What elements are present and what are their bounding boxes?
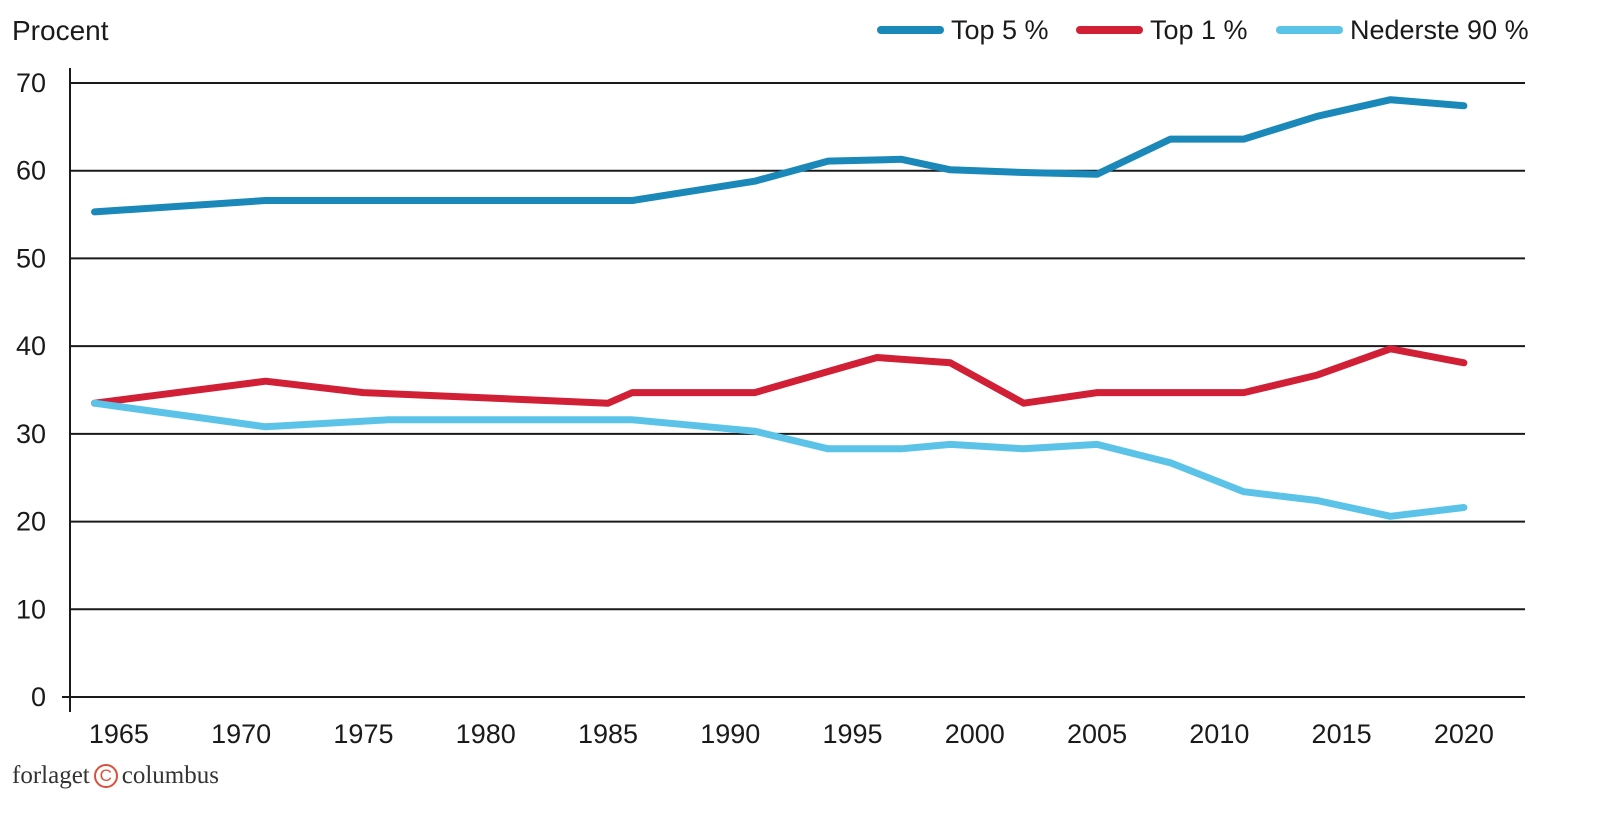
legend-label-top-1: Top 1 % [1150,15,1248,45]
x-tick-label-2005: 2005 [1067,719,1127,749]
x-tick-label-1985: 1985 [578,719,638,749]
x-tick-label-1970: 1970 [211,719,271,749]
publisher-name-left: forlaget [12,762,90,789]
x-tick-label-1965: 1965 [89,719,149,749]
series-line-top-1 [91,345,1468,407]
publisher-logo: forlaget C columbus [12,762,219,790]
legend-label-top-5: Top 5 % [951,15,1049,45]
y-tick-label-0: 0 [31,682,46,712]
y-tick-label-40: 40 [16,331,46,361]
x-tick-label-2000: 2000 [945,719,1005,749]
y-tick-label-30: 30 [16,419,46,449]
y-tick-label-60: 60 [16,156,46,186]
x-tick-label-1990: 1990 [700,719,760,749]
copyright-icon: C [93,764,118,788]
x-tick-label-2015: 2015 [1312,719,1372,749]
y-tick-label-50: 50 [16,243,46,273]
publisher-name-right: columbus [121,762,219,789]
y-tick-label-20: 20 [16,507,46,537]
x-tick-label-2020: 2020 [1434,719,1494,749]
x-tick-label-1980: 1980 [456,719,516,749]
x-tick-label-1995: 1995 [822,719,882,749]
y-axis-title: Procent [12,15,109,46]
series-line-top-5 [91,96,1468,216]
y-tick-label-10: 10 [16,594,46,624]
x-tick-label-2010: 2010 [1189,719,1249,749]
legend-label-nederste-90: Nederste 90 % [1350,15,1529,45]
x-tick-label-1975: 1975 [333,719,393,749]
y-tick-label-70: 70 [16,68,46,98]
series-line-nederste-90 [91,399,1468,520]
